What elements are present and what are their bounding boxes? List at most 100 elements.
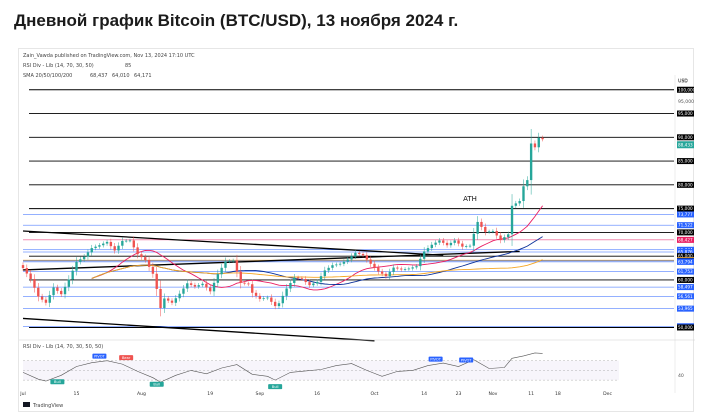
level-tag	[677, 181, 694, 188]
candle-body	[186, 283, 189, 289]
candle-body	[541, 137, 544, 140]
candle-body	[21, 265, 25, 269]
candle-body	[113, 246, 116, 251]
rsi-signal-badge	[119, 355, 134, 361]
candle-body	[25, 268, 29, 274]
candle-body	[438, 240, 441, 243]
level-tag	[677, 258, 694, 265]
candle-body	[136, 247, 139, 255]
candles	[21, 129, 544, 317]
candle-body	[151, 266, 155, 274]
candle-body	[499, 235, 502, 241]
candle-body	[60, 290, 63, 295]
candle-body	[384, 273, 388, 277]
candle-body	[472, 233, 476, 246]
candle-body	[40, 296, 44, 300]
level-tag	[677, 134, 694, 141]
sma-legend-label: SMA 20/50/100/200	[23, 73, 72, 79]
candle-body	[537, 137, 540, 148]
candle-body	[281, 295, 284, 304]
candle-body	[102, 243, 105, 246]
page-title: Дневной график Bitcoin (BTC/USD), 13 ноя…	[14, 11, 459, 30]
level-label: 61,753	[678, 269, 693, 274]
candle-body	[457, 240, 460, 244]
candle-body	[209, 287, 212, 292]
level-tag	[677, 249, 694, 256]
candle-body	[510, 205, 514, 235]
candle-body	[109, 241, 113, 247]
candle-body	[289, 283, 292, 289]
level-tag	[677, 305, 694, 312]
candle-body	[293, 277, 296, 284]
trendline	[22, 317, 375, 342]
level-tag	[677, 293, 694, 300]
annotations: ATH	[463, 195, 477, 203]
candle-body	[461, 243, 464, 247]
candle-body	[346, 259, 349, 262]
candle-body	[29, 273, 32, 279]
candle-body	[71, 270, 74, 280]
candle-body	[75, 261, 78, 271]
candle-body	[350, 256, 353, 260]
candle-body	[342, 261, 346, 264]
level-label: 70,000	[678, 230, 693, 235]
tradingview-logo-mark	[23, 402, 30, 407]
candle-body	[331, 265, 334, 268]
level-tag	[677, 276, 694, 283]
candle-body	[480, 221, 483, 227]
level-tag	[677, 229, 694, 236]
candle-body	[445, 242, 449, 246]
candle-body	[166, 298, 170, 301]
time-axis-label: 16	[314, 391, 320, 397]
candle-body	[518, 201, 521, 204]
level-label: 95,000	[678, 111, 693, 116]
candle-body	[442, 240, 445, 243]
level-tag	[677, 324, 694, 331]
candle-body	[533, 143, 537, 148]
candle-body	[82, 256, 86, 260]
candle-body	[403, 269, 407, 270]
candle-body	[235, 260, 239, 272]
candle-body	[358, 252, 361, 255]
candle-body	[361, 254, 365, 256]
candle-body	[247, 283, 250, 285]
candle-body	[193, 284, 197, 287]
rsi-signal-label: PIVOT	[461, 358, 472, 362]
rsi-signal-badge	[428, 356, 443, 362]
candle-body	[251, 284, 254, 293]
candle-body	[170, 300, 174, 303]
candle-body	[220, 267, 223, 275]
rsi-signal-badge	[459, 357, 474, 363]
time-axis-label: 11	[528, 391, 534, 397]
candlestick-chart[interactable]: Zain_Vawda published on TradingView.com,…	[19, 49, 695, 413]
candle-body	[216, 274, 220, 283]
candle-body	[189, 283, 193, 285]
rsi-legend-value: 85	[125, 63, 131, 69]
candle-body	[90, 248, 93, 253]
candle-body	[312, 283, 315, 286]
time-axis-label: 19	[207, 391, 213, 397]
tradingview-logo: TradingView	[23, 402, 63, 409]
candle-body	[224, 261, 227, 268]
candle-body	[507, 234, 510, 238]
published-note: Zain_Vawda published on TradingView.com,…	[23, 53, 195, 59]
candle-body	[484, 226, 487, 232]
time-axis-label: Dec	[603, 391, 612, 397]
candle-body	[94, 246, 97, 249]
tradingview-watermark: TradingView	[32, 403, 63, 409]
time-axis-label: Oct	[371, 391, 379, 397]
candle-body	[407, 268, 411, 270]
candle-body	[373, 263, 376, 268]
level-label: 58,497	[678, 285, 693, 290]
candle-body	[335, 264, 338, 266]
candle-body	[243, 282, 246, 284]
trendlines	[22, 230, 520, 342]
candle-body	[128, 240, 132, 242]
level-label: 100,000	[678, 87, 695, 92]
rsi-legend-label: RSI Div - Lib (14, 70, 30, 50)	[23, 63, 94, 69]
rsi-signal-label: PIVOT	[94, 354, 105, 358]
candle-body	[491, 230, 495, 232]
price-axis-labels: 100,000 95,000 90,000 85,000 80,000 75,00073,…	[677, 78, 695, 331]
sma-20-line	[91, 205, 543, 291]
trendline	[22, 250, 520, 271]
